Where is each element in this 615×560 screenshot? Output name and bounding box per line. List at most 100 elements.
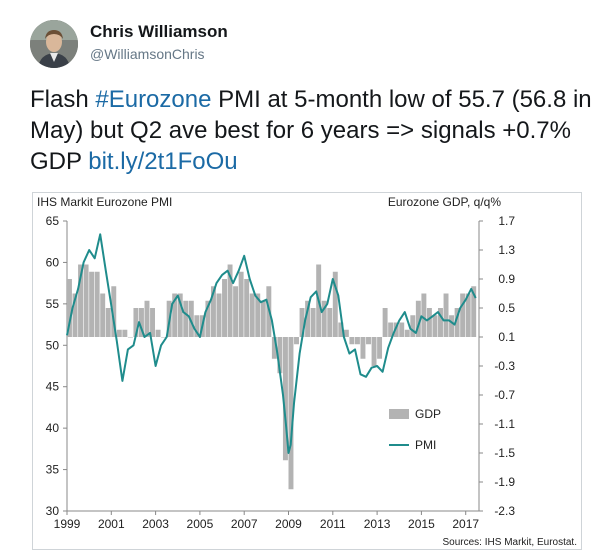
- gdp-bar: [78, 264, 84, 337]
- gdp-bar: [255, 293, 261, 337]
- gdp-bar: [238, 271, 244, 337]
- gdp-bar: [222, 279, 227, 337]
- right-tick-label: 1.7: [498, 214, 515, 228]
- gdp-bar: [227, 264, 233, 337]
- gdp-bar: [133, 308, 139, 337]
- right-tick-label: 0.5: [498, 301, 515, 315]
- gdp-bar: [122, 329, 128, 337]
- gdp-bar: [249, 293, 255, 337]
- right-axis-title: Eurozone GDP, q/q%: [388, 195, 502, 209]
- author-name[interactable]: Chris Williamson: [90, 22, 228, 41]
- legend: GDP PMI: [389, 407, 441, 452]
- gdp-bar: [155, 329, 161, 337]
- legend-pmi-label: PMI: [415, 438, 436, 452]
- gdp-bar: [94, 271, 100, 337]
- gdp-bar: [332, 271, 338, 337]
- gdp-bar: [89, 271, 95, 337]
- right-tick-label: -1.9: [494, 475, 515, 489]
- right-tick-label: 1.3: [498, 243, 515, 257]
- legend-gdp-label: GDP: [415, 407, 441, 421]
- url-link[interactable]: bit.ly/2t1FoOu: [88, 148, 238, 175]
- tweet-text-part: PMI at 5-month low of 55.7 (56.8 in May)…: [30, 86, 592, 175]
- gdp-bar: [321, 300, 327, 337]
- gdp-bar: [338, 322, 344, 337]
- gdp-bar: [415, 300, 421, 337]
- gdp-bar: [277, 337, 283, 374]
- gdp-bar: [188, 300, 194, 337]
- chart-title: IHS Markit Eurozone PMI: [37, 195, 172, 209]
- author-handle[interactable]: @WilliamsonChris: [90, 46, 205, 62]
- gdp-bar: [371, 337, 377, 366]
- left-tick-label: 55: [46, 297, 60, 311]
- gdp-bar: [216, 293, 222, 337]
- pmi-line-group: [66, 233, 477, 454]
- chart-source: Sources: IHS Markit, Eurostat.: [443, 537, 578, 548]
- gdp-bar: [294, 337, 299, 345]
- right-tick-label: -0.7: [494, 388, 515, 402]
- x-tick-label: 2005: [187, 517, 214, 531]
- gdp-bar: [233, 286, 239, 337]
- x-tick-label: 2007: [231, 517, 258, 531]
- hashtag-link[interactable]: #Eurozone: [95, 86, 212, 113]
- x-tick-label: 2003: [142, 517, 169, 531]
- gdp-bar: [105, 308, 111, 337]
- gdp-bar: [438, 308, 443, 337]
- axis-ticks: 30 35 40 45 50 55 60 65 -2.3 -1.9 -1.5 -1.1 -0.7 -0.3…: [46, 214, 516, 531]
- avatar-image: [30, 20, 78, 68]
- gdp-bar: [471, 286, 477, 337]
- gdp-bar: [288, 337, 294, 490]
- gdp-bar: [465, 293, 471, 337]
- gdp-bar: [83, 264, 89, 337]
- gdp-bars: [67, 264, 477, 490]
- chart-image[interactable]: IHS Markit Eurozone PMI Eurozone GDP, q/…: [32, 192, 582, 550]
- x-tick-label: 2001: [98, 517, 125, 531]
- right-tick-label: 0.9: [498, 272, 515, 286]
- left-tick-label: 45: [46, 380, 60, 394]
- gdp-bar: [100, 293, 106, 337]
- gdp-bar: [377, 337, 383, 359]
- gdp-bar: [360, 337, 366, 359]
- left-tick-label: 60: [46, 255, 60, 269]
- gdp-bar: [127, 337, 133, 338]
- gdp-bar: [354, 337, 360, 345]
- gdp-bar: [244, 279, 250, 337]
- x-tick-label: 2015: [408, 517, 435, 531]
- gdp-bar: [111, 286, 117, 337]
- gdp-bar: [282, 337, 288, 461]
- gdp-bar: [327, 308, 333, 337]
- gdp-bar: [382, 308, 388, 337]
- right-tick-label: -0.3: [494, 359, 515, 373]
- x-tick-label: 2017: [452, 517, 479, 531]
- x-tick-label: 2013: [364, 517, 391, 531]
- x-tick-label: 1999: [54, 517, 81, 531]
- tweet-text: Flash #Eurozone PMI at 5-month low of 55…: [30, 84, 600, 177]
- gdp-bar: [404, 329, 410, 337]
- gdp-bar: [449, 315, 455, 337]
- gdp-bar: [260, 300, 266, 337]
- gdp-bar: [194, 315, 200, 337]
- gdp-bar: [399, 322, 405, 337]
- left-tick-label: 35: [46, 463, 60, 477]
- left-tick-label: 65: [46, 214, 60, 228]
- tweet-text-part: Flash: [30, 86, 96, 113]
- gdp-bar: [299, 308, 305, 337]
- author-avatar[interactable]: [30, 20, 78, 68]
- gdp-bar: [138, 308, 144, 337]
- gdp-bar: [116, 329, 122, 337]
- left-tick-label: 40: [46, 421, 60, 435]
- right-tick-label: 0.1: [498, 330, 515, 344]
- pmi-gdp-chart: IHS Markit Eurozone PMI Eurozone GDP, q/…: [33, 193, 581, 549]
- x-tick-label: 2011: [320, 517, 346, 531]
- gdp-bar: [343, 329, 349, 337]
- gdp-bar: [177, 293, 183, 337]
- gdp-bar: [349, 337, 355, 345]
- left-tick-label: 50: [46, 338, 60, 352]
- gdp-bar: [205, 300, 211, 337]
- right-tick-label: -1.5: [494, 446, 515, 460]
- gdp-bar: [144, 300, 150, 337]
- gdp-bar: [454, 308, 460, 337]
- gdp-bar: [150, 308, 156, 337]
- right-tick-label: -1.1: [494, 417, 515, 431]
- right-tick-label: -2.3: [494, 504, 515, 518]
- gdp-bar: [388, 322, 394, 337]
